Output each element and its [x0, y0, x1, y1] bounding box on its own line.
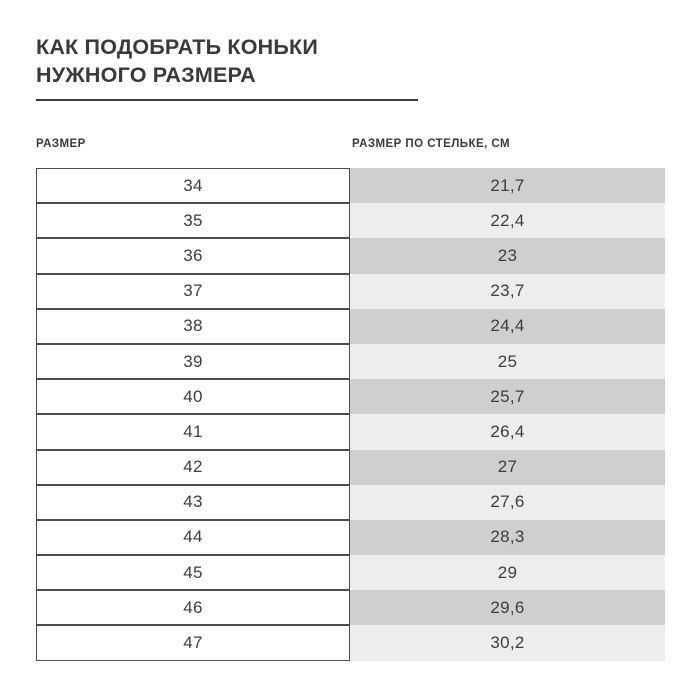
cell-size-value: 35 — [36, 203, 350, 239]
column-header-size: РАЗМЕР — [36, 138, 86, 150]
cell-insole-length: 27 — [350, 449, 665, 485]
cell-size-value: 43 — [36, 484, 350, 520]
table-row: 27,6 43 — [36, 484, 665, 520]
table-row: 29,6 46 — [36, 590, 665, 626]
cell-insole-length: 23,7 — [350, 273, 665, 309]
cell-insole-length: 25,7 — [350, 379, 665, 415]
table-row: 24,4 38 — [36, 308, 665, 344]
cell-insole-length: 22,4 — [350, 203, 665, 239]
cell-insole-length: 27,6 — [350, 484, 665, 520]
page-title-line-2: НУЖНОГО РАЗМЕРА — [36, 63, 256, 87]
cell-insole-length: 29,6 — [350, 590, 665, 626]
column-header-insole: РАЗМЕР ПО СТЕЛЬКЕ, СМ — [352, 138, 511, 150]
cell-size-value: 40 — [36, 379, 350, 415]
table-row: 28,3 44 — [36, 519, 665, 556]
cell-insole-length: 28,3 — [350, 519, 665, 556]
size-table: 21,7 34 22,4 35 23 36 23,7 37 24,4 38 25 39 25,7 40 26… — [36, 168, 665, 661]
cell-insole-length: 24,4 — [350, 308, 665, 344]
table-row: 29 45 — [36, 555, 665, 591]
table-row: 23 36 — [36, 238, 665, 274]
cell-size-value: 39 — [36, 343, 350, 380]
title-divider — [36, 99, 418, 101]
cell-size-value: 37 — [36, 273, 350, 309]
cell-size-value: 38 — [36, 308, 350, 344]
cell-insole-length: 21,7 — [350, 168, 665, 204]
table-row: 25 39 — [36, 343, 665, 380]
page-title: КАК ПОДОБРАТЬ КОНЬКИ НУЖНОГО РАЗМЕРА — [36, 33, 456, 89]
table-row: 30,2 47 — [36, 625, 665, 661]
table-row: 26,4 41 — [36, 414, 665, 450]
page-title-line-1: КАК ПОДОБРАТЬ КОНЬКИ — [36, 35, 318, 59]
table-row: 22,4 35 — [36, 203, 665, 239]
cell-size-value: 46 — [36, 590, 350, 626]
cell-insole-length: 29 — [350, 555, 665, 591]
table-row: 27 42 — [36, 449, 665, 485]
cell-size-value: 45 — [36, 555, 350, 591]
table-row: 25,7 40 — [36, 379, 665, 415]
cell-insole-length: 30,2 — [350, 625, 665, 661]
table-row: 21,7 34 — [36, 168, 665, 204]
cell-size-value: 44 — [36, 519, 350, 556]
cell-insole-length: 23 — [350, 238, 665, 274]
cell-insole-length: 25 — [350, 343, 665, 380]
cell-size-value: 34 — [36, 168, 350, 204]
cell-size-value: 42 — [36, 449, 350, 485]
cell-insole-length: 26,4 — [350, 414, 665, 450]
cell-size-value: 36 — [36, 238, 350, 274]
cell-size-value: 41 — [36, 414, 350, 450]
table-row: 23,7 37 — [36, 273, 665, 309]
cell-size-value: 47 — [36, 625, 350, 661]
